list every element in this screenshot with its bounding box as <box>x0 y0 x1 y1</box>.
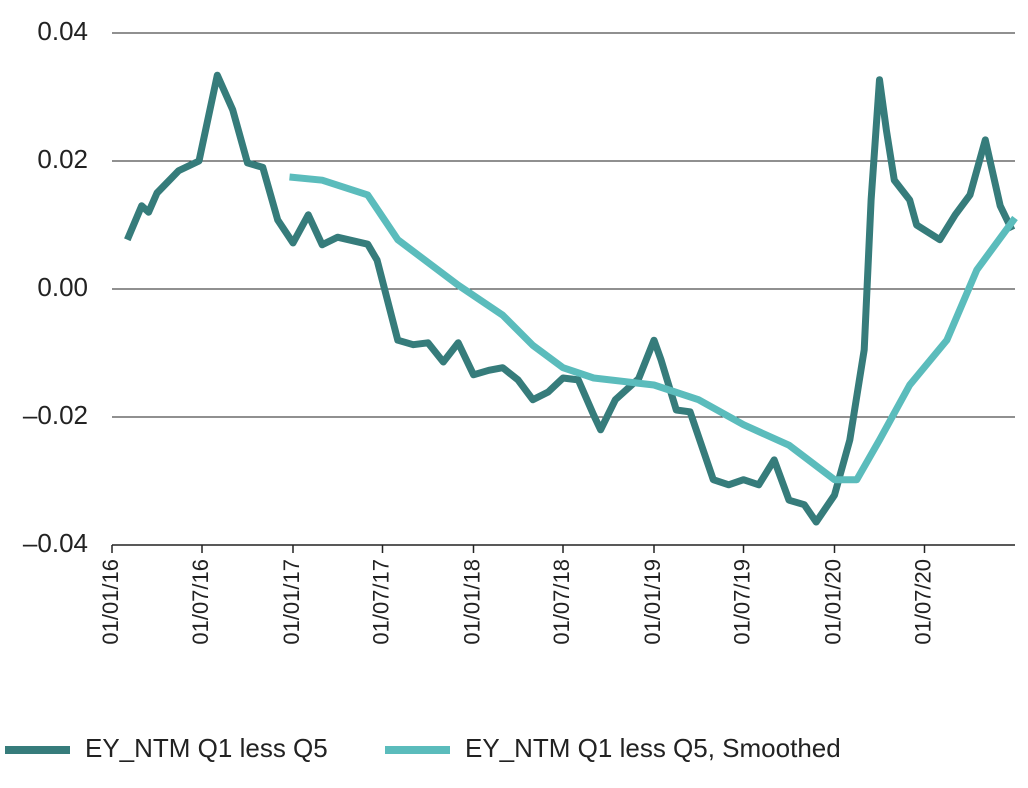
x-tick-label: 01/07/18 <box>549 559 574 645</box>
x-tick-label: 01/07/19 <box>729 559 754 645</box>
y-tick-label: 0.00 <box>37 272 88 302</box>
y-tick-label: –0.04 <box>23 528 88 558</box>
x-tick-label: 01/07/16 <box>188 559 213 645</box>
x-tick-label: 01/01/20 <box>820 559 845 645</box>
series-line <box>289 173 1018 484</box>
x-tick-label: 01/01/16 <box>98 559 123 645</box>
series-line <box>124 71 1016 526</box>
x-tick-label: 01/07/20 <box>910 559 935 645</box>
x-tick-label: 01/07/17 <box>368 559 393 645</box>
y-tick-label: 0.02 <box>37 144 88 174</box>
legend-label: EY_NTM Q1 less Q5, Smoothed <box>465 733 841 763</box>
x-tick-label: 01/01/17 <box>279 559 304 645</box>
y-tick-label: –0.02 <box>23 400 88 430</box>
y-tick-label: 0.04 <box>37 16 88 46</box>
x-tick-label: 01/01/19 <box>640 559 665 645</box>
legend-label: EY_NTM Q1 less Q5 <box>85 733 328 763</box>
x-tick-label: 01/01/18 <box>459 559 484 645</box>
